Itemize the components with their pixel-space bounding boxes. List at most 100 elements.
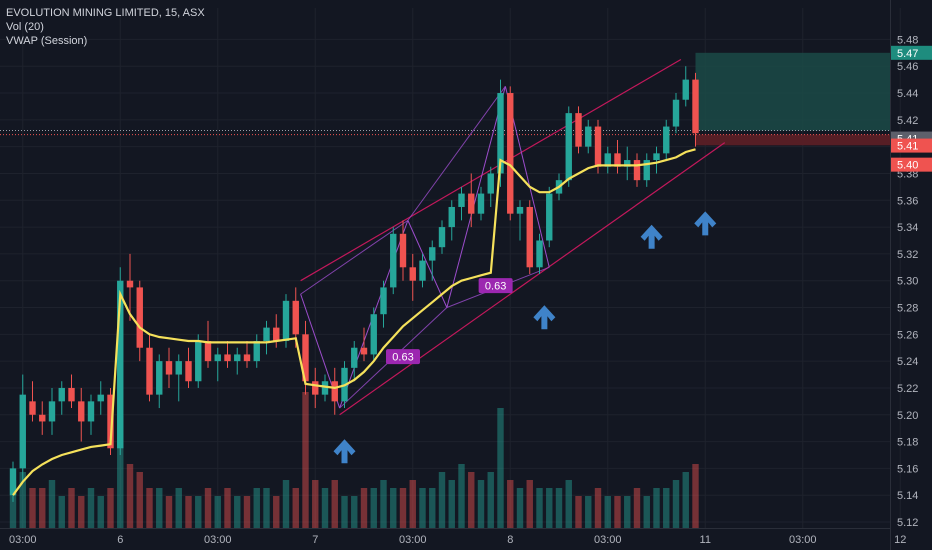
candle-body[interactable] — [292, 300, 299, 335]
candle-body[interactable] — [204, 341, 212, 362]
candle-body[interactable] — [29, 401, 36, 415]
candle-body[interactable] — [117, 280, 124, 449]
candle-body[interactable] — [58, 387, 65, 402]
candle-body[interactable] — [87, 401, 95, 422]
candle-body[interactable] — [312, 381, 319, 395]
candle-body[interactable] — [477, 193, 485, 214]
target-zone[interactable] — [695, 52, 891, 131]
candle-body[interactable] — [468, 193, 475, 214]
volume-bar — [526, 480, 533, 528]
candle-body[interactable] — [234, 354, 241, 362]
candle-body[interactable] — [409, 267, 416, 281]
candle-body[interactable] — [282, 300, 290, 342]
candle-body[interactable] — [214, 354, 221, 362]
candle-body[interactable] — [126, 280, 134, 288]
candle-body[interactable] — [39, 414, 46, 422]
volume-bar — [39, 488, 46, 528]
volume-bar — [253, 488, 260, 528]
candle-body[interactable] — [614, 153, 621, 167]
candle-body[interactable] — [243, 354, 251, 362]
candle-body[interactable] — [448, 206, 455, 228]
candle-body[interactable] — [575, 113, 582, 147]
candle-body[interactable] — [19, 394, 26, 469]
pattern-leg[interactable] — [446, 86, 506, 308]
volume-bar — [282, 480, 290, 528]
candle-body[interactable] — [565, 113, 572, 181]
candle-body[interactable] — [438, 227, 446, 248]
candle-body[interactable] — [429, 247, 436, 261]
channel-lower-line[interactable] — [339, 142, 726, 416]
volume-bar — [97, 496, 104, 528]
volume-bar — [604, 496, 611, 528]
candle-body[interactable] — [331, 381, 338, 402]
volume-bar — [360, 488, 368, 528]
candle-body[interactable] — [263, 327, 270, 342]
candle-body[interactable] — [185, 361, 192, 382]
candle-body[interactable] — [165, 361, 173, 375]
volume-bar — [263, 488, 270, 528]
candle-body[interactable] — [604, 153, 611, 167]
candle-body[interactable] — [370, 314, 377, 355]
candle-body[interactable] — [458, 193, 465, 207]
price-axis-label: 5.40 — [897, 160, 918, 172]
candle-body[interactable] — [78, 401, 85, 422]
vwap-indicator-label[interactable]: VWAP (Session) — [6, 35, 88, 47]
stop-zone[interactable] — [695, 134, 891, 146]
candle-body[interactable] — [526, 206, 533, 268]
candle-body[interactable] — [419, 260, 426, 281]
candle-body[interactable] — [380, 287, 387, 315]
candle-body[interactable] — [516, 206, 524, 214]
volume-bar — [419, 488, 426, 528]
pattern-diagonal[interactable] — [300, 219, 409, 295]
candle-body[interactable] — [360, 347, 368, 355]
pattern-ratio-label: 0.63 — [392, 352, 413, 364]
candle-body[interactable] — [107, 394, 114, 449]
candle-body[interactable] — [633, 160, 641, 181]
pattern-leg[interactable] — [407, 220, 448, 308]
candle-body[interactable] — [146, 347, 153, 395]
volume-bar — [117, 416, 124, 528]
candle-body[interactable] — [97, 394, 104, 402]
candle-body[interactable] — [663, 126, 670, 154]
candle-body[interactable] — [175, 361, 182, 375]
candle-body[interactable] — [9, 468, 17, 496]
candle-body[interactable] — [48, 401, 56, 422]
candle-body[interactable] — [643, 160, 650, 181]
candle-body[interactable] — [195, 341, 202, 382]
candle-body[interactable] — [253, 341, 260, 362]
pattern-ratio-badge[interactable] — [478, 278, 513, 294]
candle-body[interactable] — [321, 381, 329, 395]
candle-body[interactable] — [390, 233, 397, 288]
candle-body[interactable] — [497, 93, 504, 174]
time-tick-label: 03:00 — [399, 534, 427, 546]
candle-body[interactable] — [156, 361, 163, 395]
price-tick-label: 5.30 — [897, 276, 918, 288]
candle-body[interactable] — [692, 79, 699, 134]
candle-body[interactable] — [68, 387, 75, 402]
candle-body[interactable] — [653, 153, 660, 161]
candle-body[interactable] — [682, 79, 689, 100]
volume-bar — [302, 392, 309, 528]
symbol-title[interactable]: EVOLUTION MINING LIMITED, 15, ASX — [6, 7, 205, 19]
candle-body[interactable] — [536, 240, 543, 268]
candle-body[interactable] — [546, 193, 553, 241]
candle-body[interactable] — [507, 93, 514, 214]
candle-body[interactable] — [224, 354, 231, 362]
pattern-diagonal[interactable] — [407, 86, 506, 221]
candle-body[interactable] — [399, 233, 407, 268]
candle-body[interactable] — [136, 287, 143, 348]
candle-body[interactable] — [624, 160, 631, 167]
price-tick-label: 5.18 — [897, 437, 918, 449]
pattern-ratio-badge[interactable] — [386, 349, 420, 365]
volume-indicator-label[interactable]: Vol (20) — [6, 21, 44, 33]
candle-body[interactable] — [273, 327, 280, 342]
vwap-line — [12, 148, 696, 496]
candle-body[interactable] — [351, 347, 358, 368]
candle-body[interactable] — [672, 99, 680, 127]
volume-bar — [175, 488, 182, 528]
candle-body[interactable] — [585, 126, 592, 147]
candle-body[interactable] — [487, 173, 494, 194]
candle-body[interactable] — [302, 334, 309, 382]
candle-body[interactable] — [594, 126, 602, 167]
